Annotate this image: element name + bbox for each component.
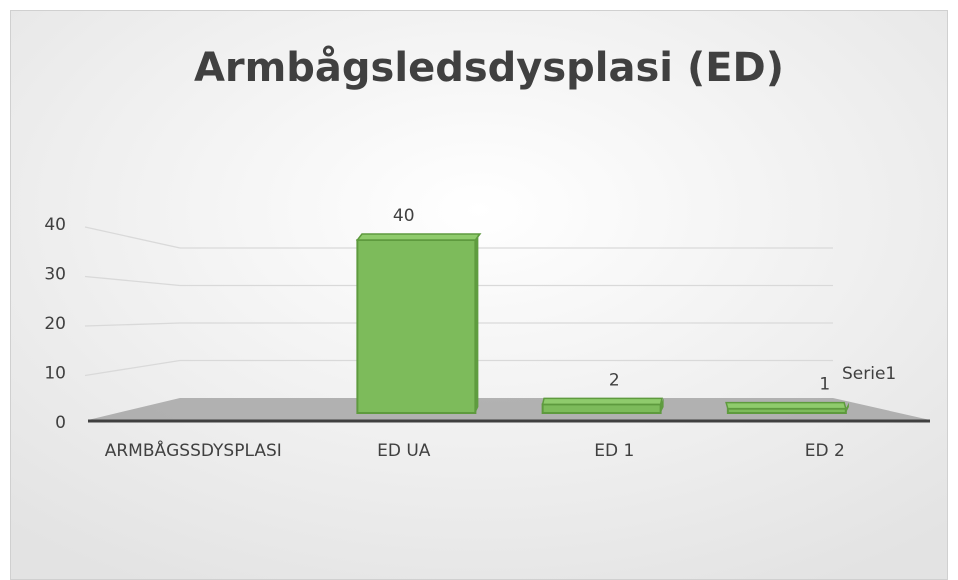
x-tick-label: ED UA	[377, 441, 431, 461]
data-label: 2	[609, 370, 620, 390]
bar	[541, 397, 664, 415]
x-tick-label: ARMBÅGSSDYSPLASI	[105, 439, 282, 461]
floor	[88, 398, 930, 420]
y-tick-label: 40	[44, 215, 66, 235]
bar	[725, 401, 849, 414]
bar-front	[541, 403, 662, 415]
bar-top	[541, 397, 663, 406]
bar-top	[725, 401, 847, 410]
y-tick-label: 20	[44, 314, 66, 334]
bar	[355, 233, 482, 414]
side-grid-line	[84, 359, 181, 377]
bar-side	[845, 402, 849, 413]
side-grid-line	[84, 226, 181, 249]
side-grid-line	[84, 322, 181, 327]
y-tick-label: 30	[44, 265, 66, 285]
legend-label: Serie1	[842, 364, 896, 384]
y-tick-label: 10	[44, 364, 66, 384]
side-grid-line	[84, 275, 181, 287]
chart-background	[10, 10, 948, 580]
y-tick-label: 0	[55, 413, 66, 433]
bar-side	[660, 398, 664, 413]
x-tick-label: ED 2	[805, 441, 845, 461]
x-tick-label: ED 1	[594, 441, 634, 461]
data-label: 40	[393, 206, 415, 226]
bar-side	[475, 234, 479, 413]
bar-top	[355, 233, 482, 241]
chart-title: Armbågsledsdysplasi (ED)	[194, 44, 784, 91]
data-label: 1	[819, 375, 830, 395]
bar-front	[356, 239, 477, 414]
